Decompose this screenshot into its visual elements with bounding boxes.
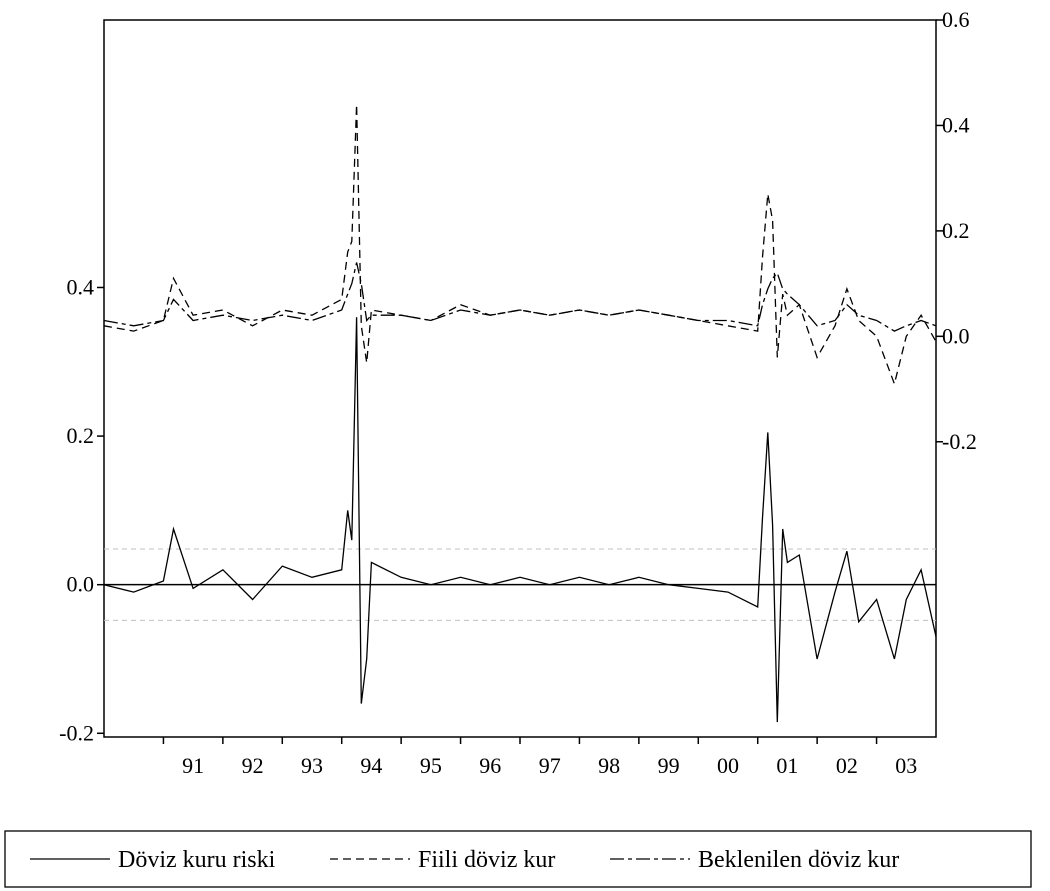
plot-frame (104, 20, 936, 737)
right-axis: 0.6 0.4 0.2 0.0 -0.2 (936, 7, 977, 454)
x-tick-label: 91 (182, 753, 204, 778)
left-tick-label: 0.4 (67, 274, 95, 299)
series-line-2 (104, 104, 936, 383)
right-tick-label: 0.4 (942, 112, 970, 137)
right-tick-label: 0.2 (942, 218, 970, 243)
x-tick-label: 02 (836, 753, 858, 778)
legend-label-3: Beklenilen döviz kur (698, 847, 899, 873)
series-line-3 (104, 263, 936, 332)
left-tick-label: 0.2 (67, 423, 95, 448)
x-tick-label: 00 (717, 753, 739, 778)
x-tick-label: 93 (301, 753, 323, 778)
right-tick-label: 0.0 (942, 323, 970, 348)
x-tick-label: 98 (598, 753, 620, 778)
right-tick-label: -0.2 (942, 429, 977, 454)
series-line-1 (104, 317, 936, 722)
x-tick-label: 94 (360, 753, 382, 778)
x-tick-label: 95 (420, 753, 442, 778)
legend-label-2: Fiili döviz kur (418, 847, 555, 873)
legend: Döviz kuru riski Fiili döviz kur Beklenile… (5, 831, 1031, 887)
right-tick-label: 0.6 (942, 7, 970, 32)
legend-label-1: Döviz kuru riski (118, 847, 276, 873)
x-tick-label: 92 (242, 753, 264, 778)
plot-area (104, 20, 936, 737)
left-axis: 0.4 0.2 0.0 -0.2 (59, 274, 104, 745)
left-tick-label: 0.0 (67, 572, 95, 597)
left-tick-label: -0.2 (59, 720, 94, 745)
x-axis: 91 92 93 94 95 96 97 98 99 00 01 02 03 (163, 737, 917, 778)
x-tick-label: 03 (895, 753, 917, 778)
x-tick-label: 99 (658, 753, 680, 778)
x-tick-label: 97 (539, 753, 561, 778)
x-tick-label: 01 (776, 753, 798, 778)
x-tick-label: 96 (479, 753, 501, 778)
